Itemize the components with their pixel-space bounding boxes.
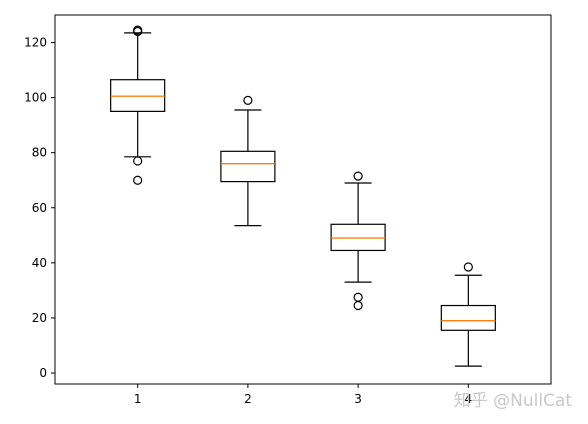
- y-axis: 0 20 40 60 80 100 120: [24, 36, 55, 380]
- outlier-point: [133, 175, 143, 185]
- outlier-point: [353, 300, 363, 311]
- outlier-point: [133, 156, 143, 166]
- y-tick-label: 20: [32, 311, 47, 325]
- x-tick-label: 1: [134, 392, 142, 406]
- y-tick-label: 100: [24, 91, 47, 105]
- plot-area: [54, 14, 552, 385]
- y-tick-label: 120: [24, 36, 47, 50]
- y-tick-label: 80: [32, 146, 47, 160]
- x-tick-label: 4: [465, 392, 473, 406]
- x-axis: 1 2 3 4: [134, 384, 472, 406]
- iqr-box: [440, 304, 496, 331]
- outlier-point: [353, 171, 363, 181]
- outlier-point: [463, 262, 473, 272]
- y-tick-label: 60: [32, 201, 47, 215]
- watermark-text: 知乎 @NullCat: [454, 391, 573, 411]
- iqr-box: [220, 150, 276, 183]
- outlier-point: [133, 25, 143, 35]
- x-tick-label: 3: [354, 392, 362, 406]
- boxes-group: [110, 25, 496, 367]
- x-tick-label: 2: [244, 392, 252, 406]
- y-tick-label: 40: [32, 256, 47, 270]
- outlier-point: [243, 95, 253, 105]
- y-tick-label: 0: [39, 366, 47, 380]
